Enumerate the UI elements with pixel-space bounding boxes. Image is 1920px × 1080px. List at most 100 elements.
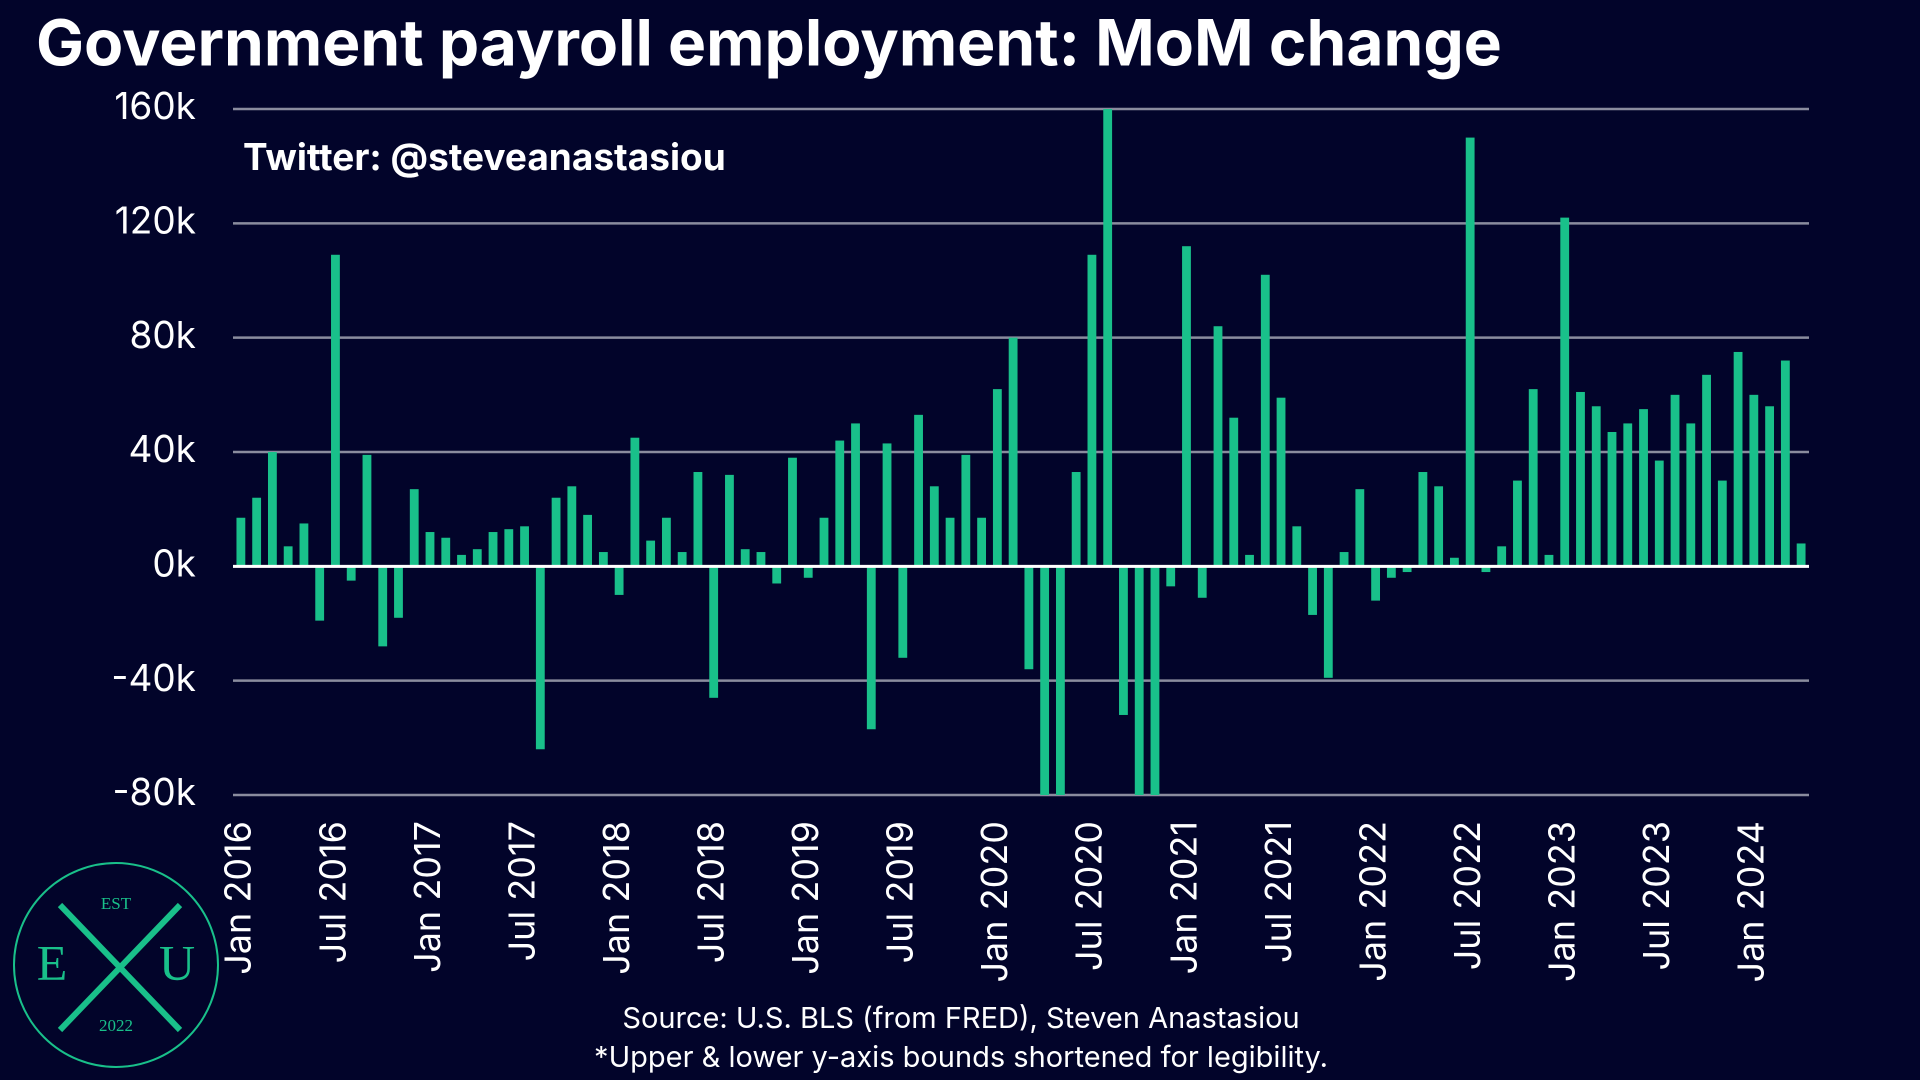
x-tick-label: Jul 2020 bbox=[1067, 821, 1111, 971]
logo-text: U bbox=[159, 934, 195, 990]
bar bbox=[236, 517, 246, 567]
bar bbox=[725, 474, 734, 567]
bar bbox=[882, 443, 892, 567]
x-tick-label: Jul 2021 bbox=[1256, 821, 1300, 963]
bar bbox=[598, 552, 608, 567]
bar bbox=[1213, 326, 1223, 567]
bar bbox=[1339, 552, 1349, 567]
bar bbox=[661, 517, 671, 567]
y-tick-label: 160k bbox=[114, 83, 196, 128]
x-tick-label: Jul 2019 bbox=[878, 821, 922, 963]
bar bbox=[1465, 137, 1475, 567]
bar bbox=[709, 566, 719, 698]
bar bbox=[1497, 546, 1507, 567]
bar bbox=[1071, 472, 1081, 567]
x-tick-label: Jan 2021 bbox=[1161, 821, 1205, 974]
logo-text: 2022 bbox=[99, 1016, 133, 1035]
logo-text: E bbox=[37, 934, 68, 990]
bar bbox=[1560, 217, 1570, 567]
bar bbox=[1733, 351, 1743, 567]
logo-x bbox=[57, 902, 183, 1033]
bar bbox=[945, 517, 955, 567]
bar bbox=[394, 566, 403, 618]
bar bbox=[1386, 566, 1396, 578]
source: Source: U.S. BLS (from FRED), Steven Ana… bbox=[622, 1000, 1299, 1035]
bar bbox=[252, 497, 262, 567]
bar bbox=[283, 546, 293, 567]
logo-ring bbox=[13, 862, 219, 1068]
bar bbox=[331, 254, 340, 567]
y-tick-label: -80k bbox=[112, 769, 196, 814]
bar bbox=[740, 549, 750, 567]
y-tick-label: 80k bbox=[129, 312, 196, 357]
bar bbox=[1024, 566, 1034, 670]
x-tick-label: Jan 2024 bbox=[1729, 821, 1773, 982]
x-tick-label: Jan 2016 bbox=[216, 821, 260, 975]
bar bbox=[646, 540, 656, 567]
x-tick-label: Jan 2023 bbox=[1540, 821, 1584, 982]
bar bbox=[819, 517, 829, 567]
bar bbox=[1796, 543, 1806, 567]
bar bbox=[1229, 417, 1239, 567]
bar bbox=[1182, 246, 1191, 567]
bar bbox=[409, 489, 419, 567]
bar bbox=[898, 566, 908, 658]
bar bbox=[567, 486, 577, 567]
y-tick-label: 120k bbox=[115, 197, 196, 242]
bar bbox=[1119, 566, 1128, 715]
bar bbox=[630, 437, 640, 567]
bar bbox=[992, 389, 1002, 567]
bar bbox=[1260, 274, 1270, 567]
bar bbox=[1544, 554, 1554, 567]
x-tick-label: Jan 2020 bbox=[972, 821, 1016, 983]
bar bbox=[1654, 460, 1664, 567]
bar bbox=[1513, 480, 1522, 567]
bar bbox=[1780, 360, 1790, 567]
bar bbox=[267, 452, 277, 567]
bar bbox=[803, 566, 813, 578]
bar bbox=[1717, 480, 1727, 567]
logo: EST E U 2022 bbox=[13, 862, 219, 1068]
bar bbox=[1371, 566, 1381, 601]
x-tick-label: Jan 2019 bbox=[783, 821, 827, 975]
bar bbox=[1702, 374, 1711, 567]
bar bbox=[788, 457, 797, 567]
y-tick-label: 0k bbox=[152, 540, 196, 585]
bar bbox=[677, 552, 687, 567]
bar bbox=[929, 486, 939, 567]
bar bbox=[914, 414, 923, 567]
bar bbox=[977, 517, 987, 567]
chart-title: Government payroll employment: MoM chang… bbox=[36, 4, 1502, 81]
bar bbox=[1276, 397, 1286, 567]
bar bbox=[362, 454, 372, 567]
bar bbox=[425, 532, 435, 567]
bar bbox=[299, 523, 309, 567]
bar bbox=[1040, 566, 1050, 795]
bar bbox=[1434, 486, 1444, 567]
bar bbox=[1670, 394, 1680, 567]
bar bbox=[315, 566, 325, 621]
bar bbox=[1055, 566, 1065, 795]
y-tick-label: -40k bbox=[111, 655, 196, 700]
bar bbox=[1449, 557, 1459, 567]
bar bbox=[772, 566, 782, 584]
bar bbox=[1591, 406, 1601, 567]
y-tick-label: 40k bbox=[128, 426, 196, 471]
bar bbox=[1323, 566, 1333, 678]
bar bbox=[756, 552, 766, 567]
bar bbox=[472, 549, 482, 567]
bar bbox=[1087, 254, 1097, 567]
x-tick-label: Jul 2016 bbox=[310, 821, 354, 963]
bar bbox=[1686, 423, 1696, 567]
bar bbox=[1245, 554, 1254, 567]
bar bbox=[1623, 423, 1633, 567]
logo-text: EST bbox=[101, 894, 132, 913]
bar bbox=[693, 472, 703, 567]
bar bbox=[851, 423, 860, 567]
x-tick-label: Jul 2023 bbox=[1634, 821, 1678, 971]
bar bbox=[488, 532, 498, 567]
bar bbox=[1418, 472, 1428, 567]
x-tick-label: Jul 2018 bbox=[689, 821, 733, 963]
